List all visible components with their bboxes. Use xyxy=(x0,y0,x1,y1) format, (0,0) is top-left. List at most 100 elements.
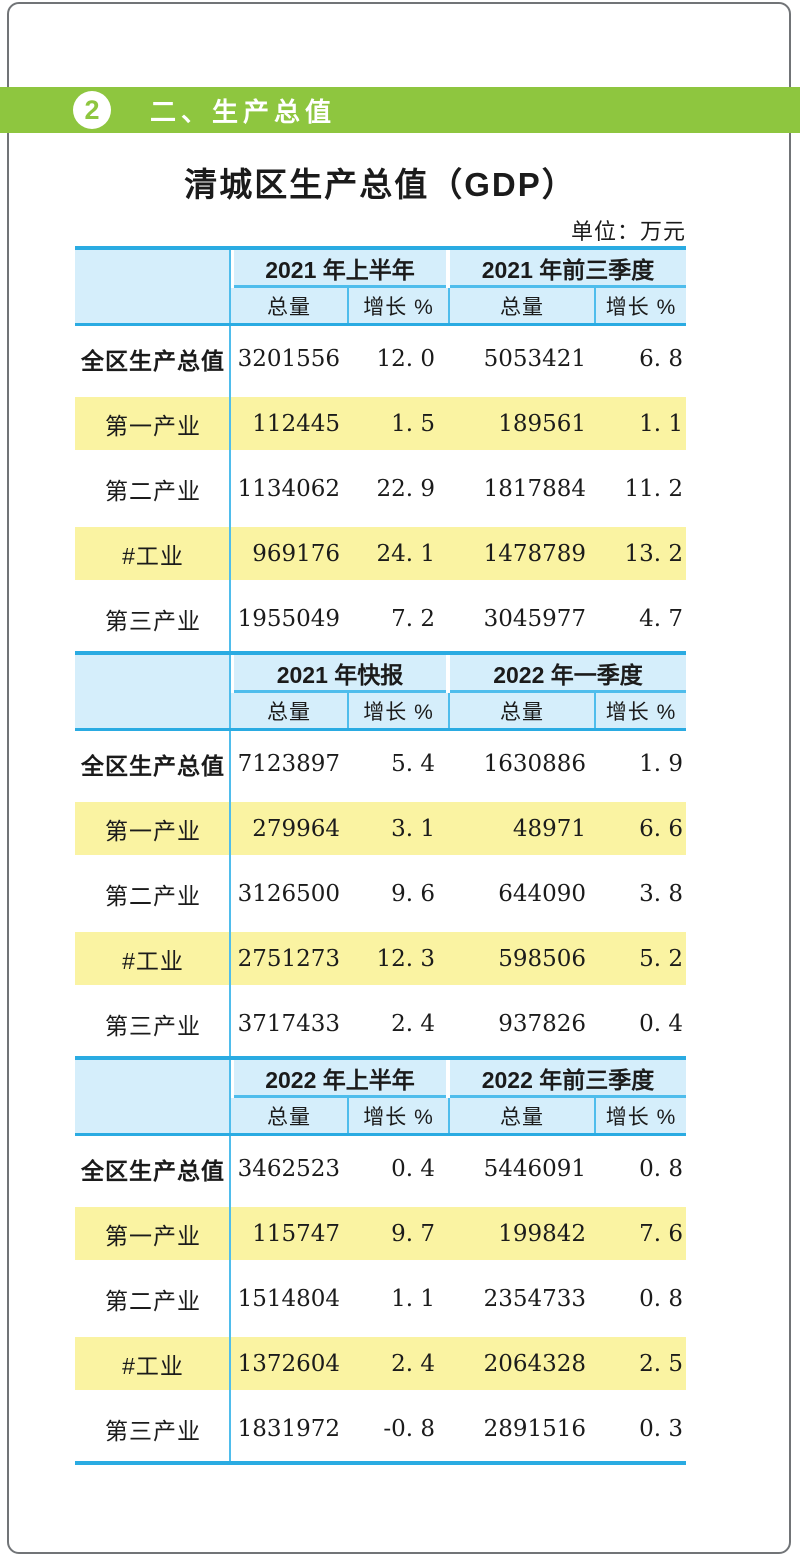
table-section: 2022 年上半年 2022 年前三季度 总量 增长 % 总量 增长 % 全区生… xyxy=(75,1056,686,1465)
growth-column-header: 增长 % xyxy=(347,288,448,323)
table-row: #工业 969176 24. 1 1478789 13. 2 xyxy=(75,521,686,586)
growth-value-2: 2. 5 xyxy=(639,1350,683,1377)
total-value-1: 279964 xyxy=(252,815,340,842)
total-column-header: 总量 xyxy=(448,693,594,728)
growth-value-2: 11. 2 xyxy=(624,475,683,502)
row-label: 第三产业 xyxy=(105,1417,201,1444)
total-value-2: 48971 xyxy=(512,815,586,842)
table-row: 第三产业 3717433 2. 4 937826 0. 4 xyxy=(75,991,686,1056)
growth-value-1: 2. 4 xyxy=(391,1010,435,1037)
total-value-2: 644090 xyxy=(498,880,586,907)
growth-value-2: 6. 8 xyxy=(639,345,683,372)
row-label: 全区生产总值 xyxy=(81,1157,225,1184)
row-label: 第三产业 xyxy=(105,1012,201,1039)
total-value-2: 937826 xyxy=(498,1010,586,1037)
total-value-1: 1134062 xyxy=(237,475,340,502)
growth-column-header: 增长 % xyxy=(347,693,448,728)
total-column-header: 总量 xyxy=(231,693,347,728)
table-row: 全区生产总值 3462523 0. 4 5446091 0. 8 xyxy=(75,1136,686,1201)
growth-value-2: 7. 6 xyxy=(639,1220,683,1247)
header-corner-cell xyxy=(75,655,231,728)
period-header-1: 2022 年上半年 xyxy=(234,1060,446,1098)
total-value-2: 189561 xyxy=(498,410,586,437)
total-value-1: 1955049 xyxy=(237,605,340,632)
growth-value-1: 7. 2 xyxy=(391,605,435,632)
table-row: #工业 2751273 12. 3 598506 5. 2 xyxy=(75,926,686,991)
growth-value-2: 3. 8 xyxy=(639,880,683,907)
growth-column-header: 增长 % xyxy=(594,693,686,728)
total-value-1: 969176 xyxy=(252,540,340,567)
growth-value-1: 1. 5 xyxy=(391,410,435,437)
growth-value-2: 1. 9 xyxy=(639,750,683,777)
total-value-2: 598506 xyxy=(498,945,586,972)
period-header-2: 2022 年前三季度 xyxy=(450,1060,686,1098)
row-label: 全区生产总值 xyxy=(81,347,225,374)
growth-value-1: 12. 3 xyxy=(376,945,435,972)
table-row: 第三产业 1831972 -0. 8 2891516 0. 3 xyxy=(75,1396,686,1461)
growth-value-2: 6. 6 xyxy=(639,815,683,842)
total-value-1: 115747 xyxy=(252,1220,340,1247)
total-column-header: 总量 xyxy=(231,288,347,323)
growth-value-2: 5. 2 xyxy=(639,945,683,972)
table-row: 全区生产总值 3201556 12. 0 5053421 6. 8 xyxy=(75,326,686,391)
total-value-2: 199842 xyxy=(498,1220,586,1247)
header-corner-cell xyxy=(75,1060,231,1133)
growth-value-1: 0. 4 xyxy=(391,1155,435,1182)
period-header-1: 2021 年快报 xyxy=(234,655,446,693)
row-label: 第二产业 xyxy=(105,477,201,504)
table-section: 2021 年上半年 2021 年前三季度 总量 增长 % 总量 增长 % 全区生… xyxy=(75,246,686,651)
total-value-2: 1817884 xyxy=(483,475,586,502)
section-number: 2 xyxy=(84,94,100,125)
growth-value-1: 2. 4 xyxy=(391,1350,435,1377)
row-label: 第一产业 xyxy=(105,817,201,844)
total-value-2: 5446091 xyxy=(483,1155,586,1182)
growth-value-1: 1. 1 xyxy=(391,1285,435,1312)
row-label: 第一产业 xyxy=(105,412,201,439)
growth-value-1: 22. 9 xyxy=(376,475,435,502)
growth-column-header: 增长 % xyxy=(347,1098,448,1133)
growth-value-2: 0. 8 xyxy=(639,1155,683,1182)
row-label: 第一产业 xyxy=(105,1222,201,1249)
total-value-2: 1630886 xyxy=(483,750,586,777)
unit-note: 单位：万元 xyxy=(570,219,686,244)
row-label: 第二产业 xyxy=(105,882,201,909)
table-row: 全区生产总值 7123897 5. 4 1630886 1. 9 xyxy=(75,731,686,796)
total-value-1: 7123897 xyxy=(237,750,340,777)
total-value-1: 1831972 xyxy=(237,1415,340,1442)
total-value-1: 2751273 xyxy=(237,945,340,972)
row-label: 全区生产总值 xyxy=(81,752,225,779)
table-row: #工业 1372604 2. 4 2064328 2. 5 xyxy=(75,1331,686,1396)
row-label: #工业 xyxy=(122,1352,184,1379)
table-row: 第一产业 115747 9. 7 199842 7. 6 xyxy=(75,1201,686,1266)
section-banner: 2 二、生产总值 xyxy=(0,87,800,133)
table-row: 第二产业 3126500 9. 6 644090 3. 8 xyxy=(75,861,686,926)
table-row: 第二产业 1514804 1. 1 2354733 0. 8 xyxy=(75,1266,686,1331)
total-value-1: 3717433 xyxy=(237,1010,340,1037)
table-section-body: 全区生产总值 7123897 5. 4 1630886 1. 9 第一产业 27… xyxy=(75,731,686,1056)
growth-column-header: 增长 % xyxy=(594,1098,686,1133)
growth-value-1: 3. 1 xyxy=(391,815,435,842)
table-section-body: 全区生产总值 3462523 0. 4 5446091 0. 8 第一产业 11… xyxy=(75,1136,686,1461)
period-header-1: 2021 年上半年 xyxy=(234,250,446,288)
period-header-2: 2022 年一季度 xyxy=(450,655,686,693)
table-section-header: 2021 年上半年 2021 年前三季度 总量 增长 % 总量 增长 % xyxy=(75,246,686,326)
total-column-header: 总量 xyxy=(448,288,594,323)
section-banner-title: 二、生产总值 xyxy=(150,96,337,127)
total-value-1: 3201556 xyxy=(237,345,340,372)
table-section-header: 2022 年上半年 2022 年前三季度 总量 增长 % 总量 增长 % xyxy=(75,1056,686,1136)
period-header-2: 2021 年前三季度 xyxy=(450,250,686,288)
page-title: 清城区生产总值（GDP） xyxy=(184,166,577,203)
total-value-1: 3462523 xyxy=(237,1155,340,1182)
row-label: 第二产业 xyxy=(105,1287,201,1314)
total-column-header: 总量 xyxy=(448,1098,594,1133)
growth-value-1: 5. 4 xyxy=(391,750,435,777)
growth-value-1: 9. 6 xyxy=(391,880,435,907)
total-value-2: 1478789 xyxy=(483,540,586,567)
growth-value-1: -0. 8 xyxy=(383,1415,435,1442)
table-row: 第二产业 1134062 22. 9 1817884 11. 2 xyxy=(75,456,686,521)
total-value-2: 2891516 xyxy=(483,1415,586,1442)
growth-value-2: 0. 4 xyxy=(639,1010,683,1037)
growth-value-1: 12. 0 xyxy=(376,345,435,372)
row-label: 第三产业 xyxy=(105,607,201,634)
growth-value-2: 1. 1 xyxy=(639,410,683,437)
